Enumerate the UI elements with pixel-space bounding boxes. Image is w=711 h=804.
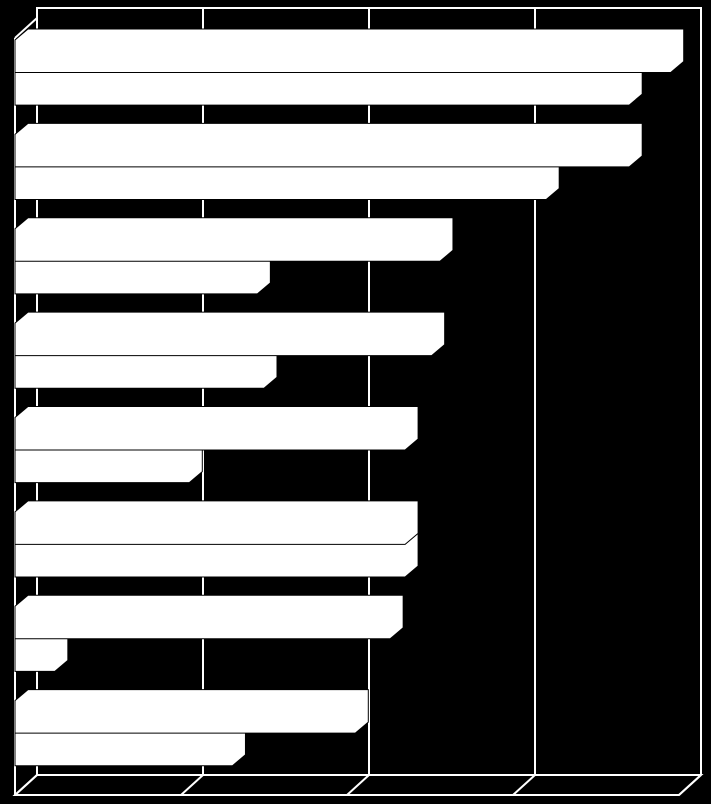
- bar: [14, 217, 454, 262]
- floor-tick: [14, 774, 38, 796]
- bar: [14, 406, 419, 451]
- bar: [14, 311, 446, 357]
- bar: [14, 500, 419, 545]
- bar: [14, 122, 643, 168]
- floor-tick: [346, 774, 370, 796]
- side-edge: [14, 17, 38, 39]
- floor-tick: [678, 774, 702, 796]
- bar: [14, 28, 685, 74]
- bar: [14, 689, 369, 734]
- bar: [14, 594, 404, 640]
- floor-tick: [512, 774, 536, 796]
- floor-tick: [180, 774, 204, 796]
